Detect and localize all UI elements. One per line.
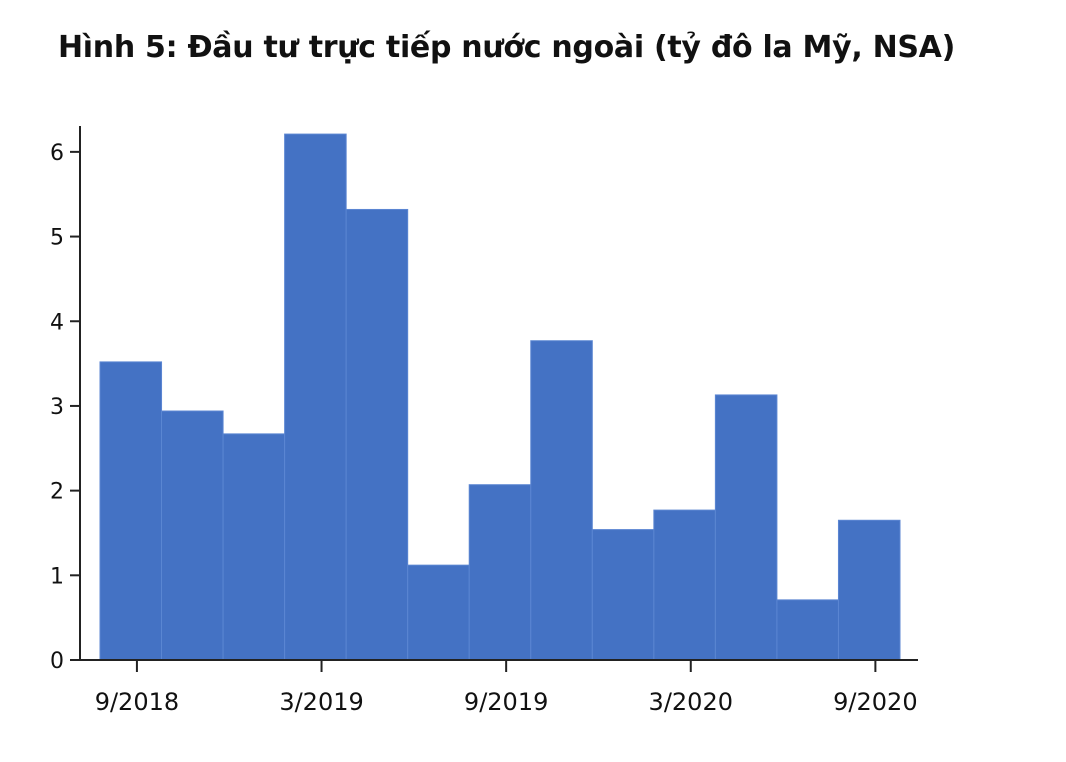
y-ticks: 0 1 2 3 4 5 6	[50, 141, 80, 674]
bar-9/2018	[99, 361, 163, 661]
x-tick-label-3/2019: 3/2019	[279, 688, 363, 716]
y-tick-label-6: 6	[50, 141, 64, 166]
bar-6/2019	[653, 509, 716, 661]
bar-12/2018	[284, 133, 347, 661]
y-tick-label-4: 4	[50, 310, 64, 335]
x-tick-label-3/2020: 3/2020	[649, 688, 733, 716]
bar-3/2019	[468, 484, 532, 661]
bar-9/2019	[837, 519, 901, 661]
x-tick-label-9/2019: 9/2019	[464, 688, 548, 716]
axes	[79, 126, 918, 661]
y-tick-label-0: 0	[50, 649, 64, 674]
x-tick-label-9/2020: 9/2020	[833, 688, 917, 716]
y-tick-label-1: 1	[50, 564, 64, 589]
chart-title: Hình 5: Đầu tư trực tiếp nước ngoài (tỷ …	[58, 30, 956, 65]
bar-group	[99, 133, 901, 661]
y-tick-label-2: 2	[50, 480, 64, 505]
bar-11/2018	[222, 433, 286, 661]
bar-1/2019	[345, 208, 409, 661]
bar-5/2019	[591, 529, 655, 661]
x-tick-label-9/2018: 9/2018	[95, 688, 179, 716]
x-ticks: 9/2018 3/2019 9/2019 3/2020 9/2020	[95, 660, 918, 716]
bar-7/2019	[714, 394, 778, 661]
bar-10/2018	[161, 410, 224, 661]
y-tick-label-3: 3	[50, 395, 64, 420]
bar-8/2019	[776, 599, 839, 661]
y-tick-label-5: 5	[50, 226, 64, 251]
bar-4/2019	[530, 340, 593, 661]
bar-2/2019	[407, 564, 470, 661]
